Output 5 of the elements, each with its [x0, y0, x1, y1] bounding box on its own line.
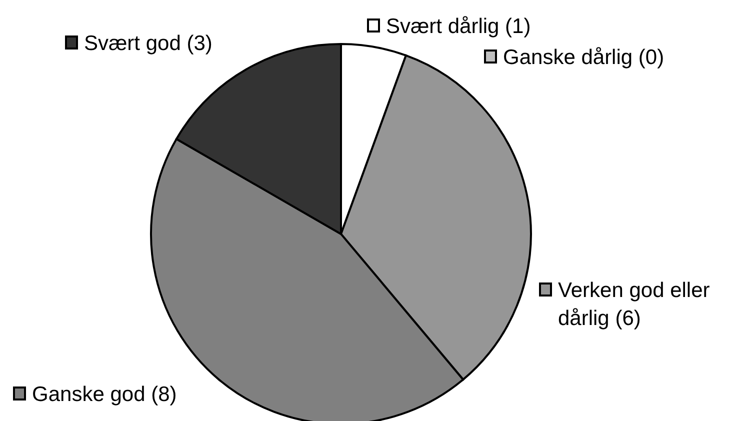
- legend-label: Svært god (3): [84, 32, 212, 54]
- legend-label: Verken god eller dårlig (6): [558, 278, 710, 330]
- legend-label: Svært dårlig (1): [386, 14, 531, 38]
- legend-label: Ganske god (8): [32, 382, 177, 406]
- legend-label: Ganske dårlig (0): [503, 46, 664, 68]
